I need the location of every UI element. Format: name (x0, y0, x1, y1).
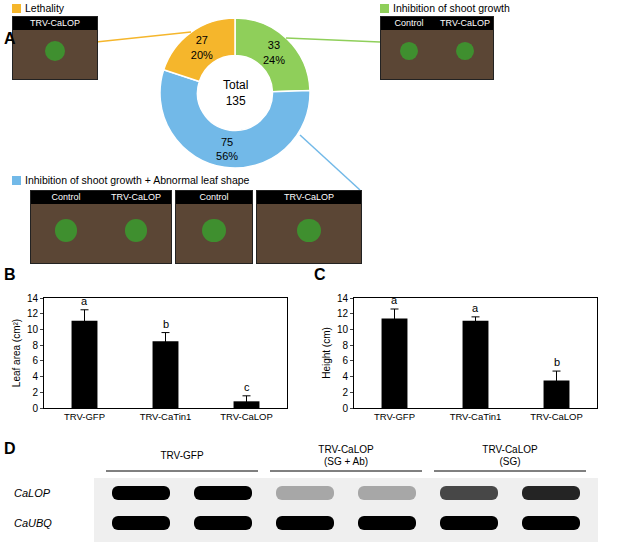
svg-text:6: 6 (342, 355, 348, 366)
svg-text:3324%: 3324% (263, 39, 285, 65)
svg-text:10: 10 (27, 324, 39, 335)
svg-text:CaLOP: CaLOP (14, 487, 51, 499)
svg-text:TRV-CaTin1: TRV-CaTin1 (140, 411, 192, 422)
svg-text:b: b (554, 356, 560, 368)
svg-text:TRV-GFP: TRV-GFP (160, 450, 203, 461)
svg-text:TRV-CaLOP: TRV-CaLOP (220, 411, 273, 422)
svg-text:2720%: 2720% (191, 34, 213, 60)
svg-text:c: c (244, 381, 250, 393)
svg-text:(SG + Ab): (SG + Ab) (324, 456, 368, 467)
svg-text:14: 14 (337, 293, 349, 304)
svg-text:2: 2 (342, 387, 348, 398)
svg-text:2: 2 (32, 387, 38, 398)
svg-text:0: 0 (32, 403, 38, 414)
svg-text:a: a (472, 302, 479, 314)
svg-text:TRV-GFP: TRV-GFP (374, 411, 415, 422)
svg-text:7556%: 7556% (216, 136, 238, 162)
html-text:TRV-CaLOP: TRV-CaLOP (30, 18, 80, 28)
svg-text:TRV-CaLOP: TRV-CaLOP (482, 444, 538, 455)
svg-text:TRV-CaTin1: TRV-CaTin1 (450, 411, 502, 422)
svg-text:12: 12 (337, 308, 349, 319)
svg-text:Height (cm): Height (cm) (321, 327, 332, 379)
svg-text:TRV-CaLOP: TRV-CaLOP (318, 444, 374, 455)
svg-text:b: b (163, 318, 169, 330)
svg-text:Leaf area (cm²): Leaf area (cm²) (11, 319, 22, 387)
svg-text:4: 4 (32, 371, 38, 382)
svg-text:14: 14 (27, 293, 39, 304)
html-text:TRV-CaLOP: TRV-CaLOP (284, 192, 334, 202)
svg-text:Total135: Total135 (223, 78, 248, 108)
svg-text:12: 12 (27, 308, 39, 319)
html-text:TRV-CaLOP: TRV-CaLOP (111, 192, 161, 202)
svg-text:a: a (391, 294, 398, 306)
html-text:Inhibition of shoot growth: Inhibition of shoot growth (393, 2, 510, 14)
svg-text:CaUBQ: CaUBQ (14, 517, 52, 529)
html-text:Control: Control (199, 192, 229, 202)
html-text:Inhibition of shoot growth + A: Inhibition of shoot growth + Abnormal le… (25, 174, 250, 186)
svg-text:8: 8 (342, 340, 348, 351)
svg-text:TRV-CaLOP: TRV-CaLOP (530, 411, 583, 422)
svg-text:TRV-GFP: TRV-GFP (64, 411, 105, 422)
html-text:C: C (314, 266, 326, 283)
html-text:Lethality: Lethality (25, 2, 65, 14)
svg-text:a: a (81, 295, 88, 307)
svg-text:8: 8 (32, 340, 38, 351)
html-text:B: B (4, 266, 16, 283)
html-text:Control: Control (51, 192, 81, 202)
svg-text:0: 0 (342, 403, 348, 414)
svg-text:4: 4 (342, 371, 348, 382)
html-text:A: A (4, 30, 16, 47)
html-text:Control: Control (394, 18, 424, 28)
svg-text:10: 10 (337, 324, 349, 335)
svg-text:6: 6 (32, 355, 38, 366)
html-text:D: D (4, 440, 16, 457)
svg-text:(SG): (SG) (499, 456, 520, 467)
html-text:TRV-CaLOP: TRV-CaLOP (440, 18, 490, 28)
